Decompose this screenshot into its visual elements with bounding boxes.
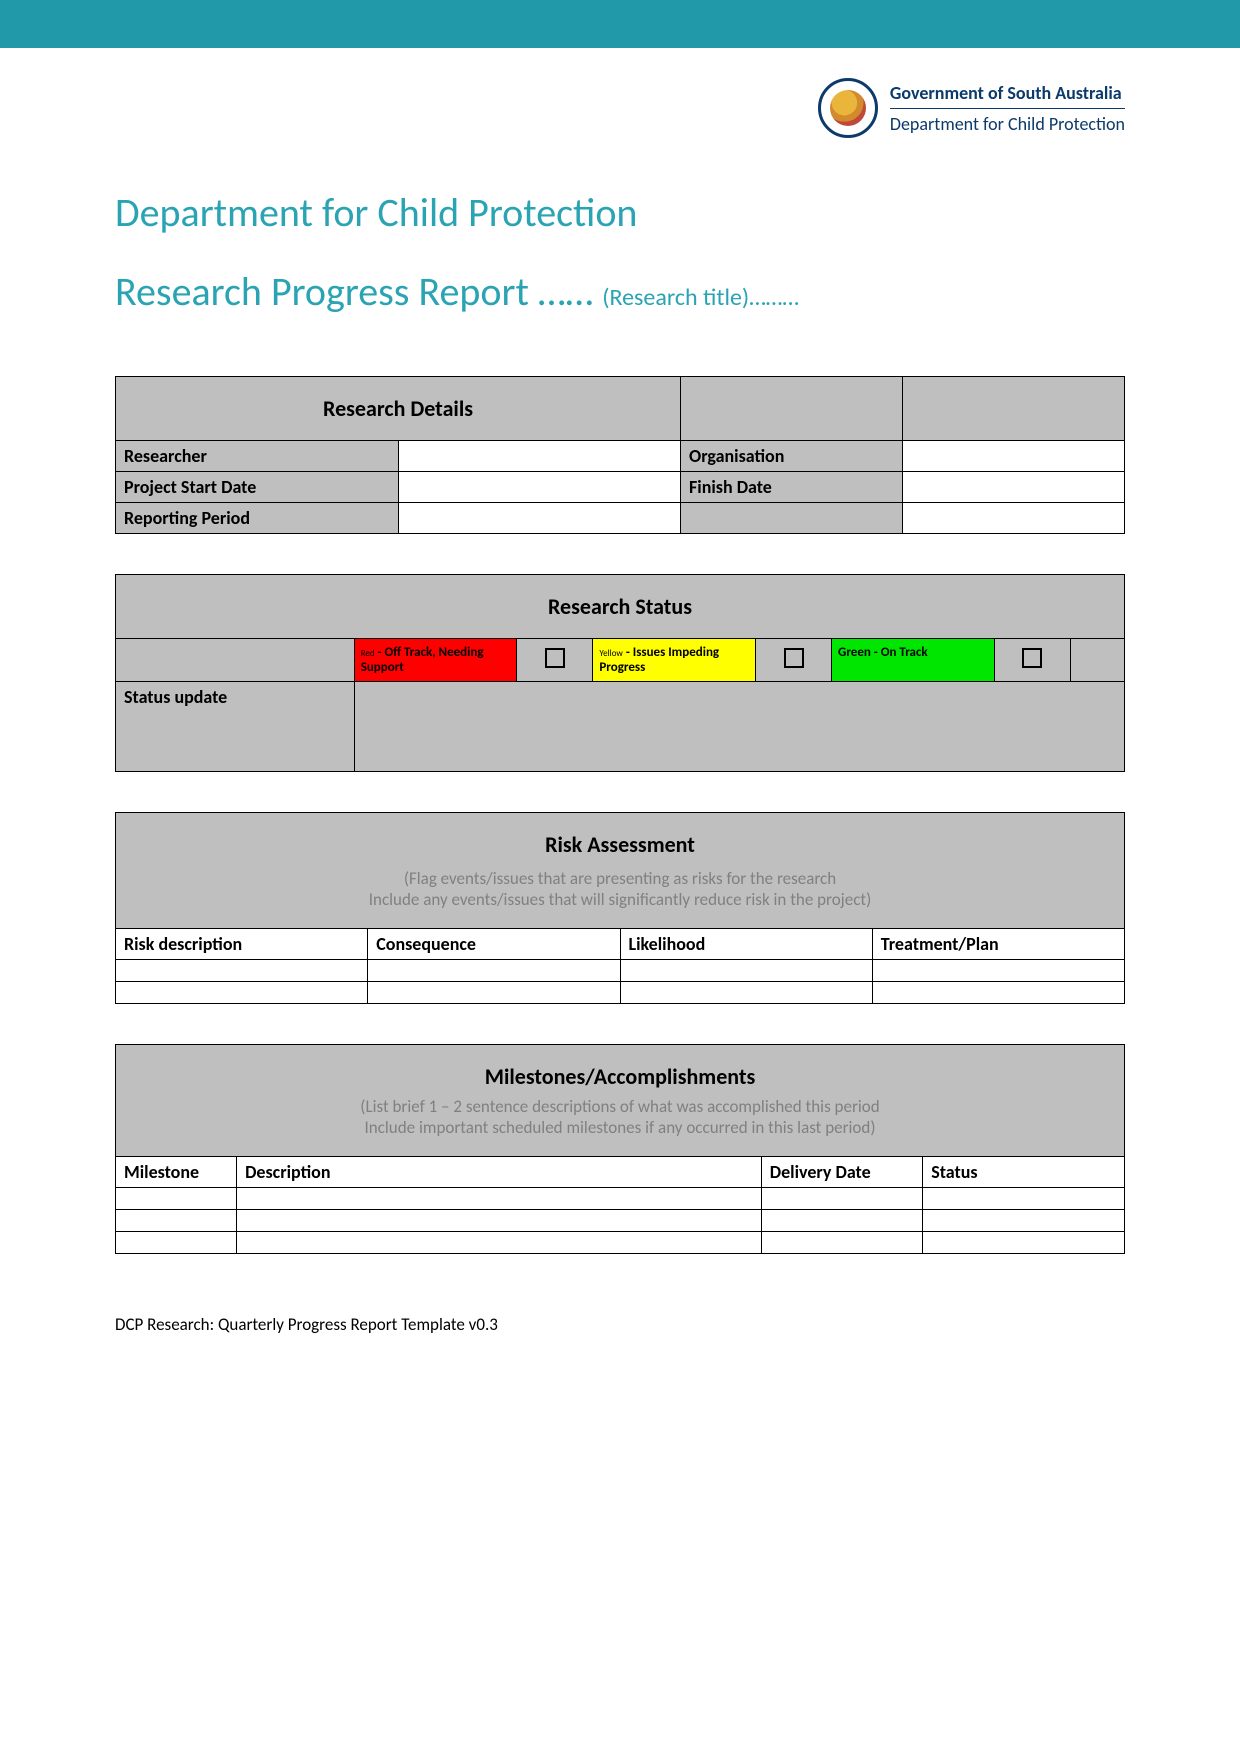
milestone-row[interactable] — [116, 1232, 1125, 1254]
value-organisation[interactable] — [903, 441, 1125, 472]
value-start-date[interactable] — [398, 472, 681, 503]
dept-title: Department for Child Protection — [115, 188, 1125, 237]
label-reporting-period: Reporting Period — [116, 503, 399, 534]
page-content: Government of South Australia Department… — [0, 48, 1240, 1375]
gov-text-block: Government of South Australia Department… — [890, 82, 1125, 135]
label-empty — [681, 503, 903, 534]
research-details-table: Research Details Researcher Organisation… — [115, 376, 1125, 534]
milestones-heading: Milestones/Accomplishments — [116, 1045, 1124, 1092]
risk-instructions: (Flag events/issues that are presenting … — [116, 864, 1124, 928]
report-subtitle: (Research title)……… — [602, 283, 799, 312]
value-researcher[interactable] — [398, 441, 681, 472]
risk-row[interactable] — [116, 960, 1125, 982]
label-finish-date: Finish Date — [681, 472, 903, 503]
value-empty[interactable] — [903, 503, 1125, 534]
status-update-label: Status update — [116, 682, 355, 772]
risk-row[interactable] — [116, 982, 1125, 1004]
footer-text: DCP Research: Quarterly Progress Report … — [115, 1314, 1125, 1335]
report-title: Research Progress Report …… (Research ti… — [115, 267, 1125, 316]
gov-line1: Government of South Australia — [890, 82, 1125, 109]
label-organisation: Organisation — [681, 441, 903, 472]
label-start-date: Project Start Date — [116, 472, 399, 503]
milestones-table: Milestones/Accomplishments (List brief 1… — [115, 1044, 1125, 1254]
risk-col-likelihood: Likelihood — [620, 929, 872, 960]
status-red-checkbox[interactable] — [517, 639, 593, 682]
gov-header: Government of South Australia Department… — [115, 78, 1125, 138]
risk-assessment-table: Risk Assessment (Flag events/issues that… — [115, 812, 1125, 1004]
risk-col-desc: Risk description — [116, 929, 368, 960]
status-update-value[interactable] — [354, 682, 1124, 772]
risk-heading: Risk Assessment — [116, 813, 1124, 864]
milestones-instructions: (List brief 1 – 2 sentence descriptions … — [116, 1092, 1124, 1156]
top-banner — [0, 0, 1240, 48]
ms-col-delivery: Delivery Date — [761, 1157, 922, 1188]
research-status-heading: Research Status — [116, 575, 1125, 639]
ms-col-description: Description — [237, 1157, 762, 1188]
status-green-checkbox[interactable] — [994, 639, 1070, 682]
risk-header-block: Risk Assessment (Flag events/issues that… — [116, 813, 1125, 929]
ms-col-status: Status — [923, 1157, 1125, 1188]
gov-seal-icon — [818, 78, 878, 138]
research-status-table: Research Status Red - Off Track, Needing… — [115, 574, 1125, 772]
status-red-label: Red - Off Track, Needing Support — [354, 639, 517, 682]
ms-col-milestone: Milestone — [116, 1157, 237, 1188]
milestone-row[interactable] — [116, 1210, 1125, 1232]
label-researcher: Researcher — [116, 441, 399, 472]
risk-col-treatment: Treatment/Plan — [872, 929, 1124, 960]
value-reporting-period[interactable] — [398, 503, 681, 534]
report-prefix: Research Progress Report …… — [115, 267, 593, 316]
status-green-label: Green - On Track — [832, 639, 995, 682]
milestone-row[interactable] — [116, 1188, 1125, 1210]
gov-line2: Department for Child Protection — [890, 109, 1125, 135]
status-yellow-label: Yellow - Issues Impeding Progress — [593, 639, 756, 682]
value-finish-date[interactable] — [903, 472, 1125, 503]
milestones-header-block: Milestones/Accomplishments (List brief 1… — [116, 1045, 1125, 1157]
status-yellow-checkbox[interactable] — [756, 639, 832, 682]
risk-col-conseq: Consequence — [368, 929, 620, 960]
research-details-heading: Research Details — [116, 377, 681, 441]
